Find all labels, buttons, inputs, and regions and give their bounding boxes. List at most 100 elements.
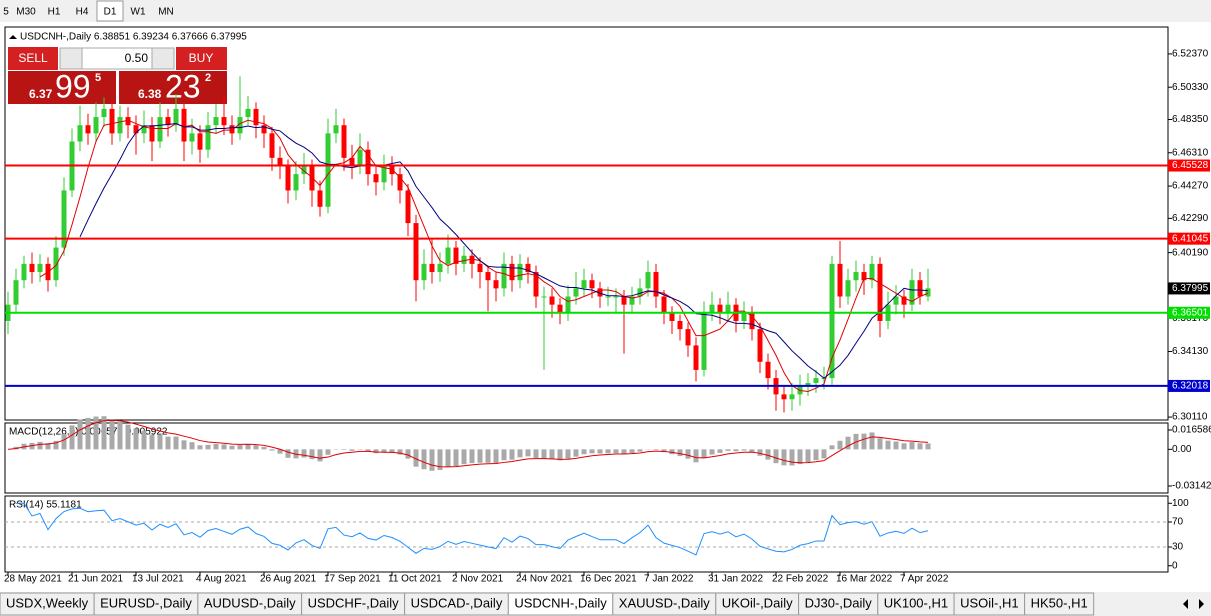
macd-bar (773, 449, 779, 464)
candle-body (245, 108, 251, 118)
candle-body (301, 165, 307, 175)
macd-bar (389, 449, 395, 453)
timeframe-button[interactable]: 5 (3, 7, 9, 18)
macd-bar (829, 445, 835, 450)
macd-bar (717, 449, 723, 453)
macd-bar (525, 449, 531, 457)
symbol-tab[interactable]: USDCAD-,Daily (404, 592, 509, 616)
tab-label: AUDUSD-,Daily (204, 595, 296, 610)
candle-body (37, 263, 43, 273)
macd-bar (341, 449, 347, 450)
symbol-tab[interactable]: USDCHF-,Daily (301, 592, 406, 616)
symbol-tab[interactable]: DJ30-,Daily (798, 592, 879, 616)
ask-point: 2 (205, 72, 211, 84)
bid-box[interactable] (8, 71, 116, 104)
macd-bar (53, 440, 59, 450)
buy-label: BUY (189, 51, 214, 65)
symbol-tab[interactable]: UK100-,H1 (877, 592, 955, 616)
buy-button[interactable] (176, 47, 227, 70)
symbol-tab[interactable]: UKOil-,Daily (715, 592, 800, 616)
tab-label: USDX,Weekly (6, 595, 89, 610)
macd-bar (189, 442, 195, 450)
macd-bar (157, 434, 163, 450)
candle-body (261, 125, 267, 134)
candle-body (349, 157, 355, 166)
symbol-tab[interactable]: HK50-,H1 (1024, 592, 1095, 616)
candle-body (869, 263, 875, 281)
trade-panel: SELL 0.50 BUY 6.37 99 5 6.38 23 2 (8, 47, 227, 104)
tab-scroll-left[interactable] (1183, 599, 1188, 609)
macd-bar (613, 449, 619, 454)
sell-button[interactable] (8, 47, 58, 70)
candle-body (629, 296, 635, 305)
bid-big: 6.37 (29, 87, 53, 101)
timeframe-button[interactable]: D1 (104, 7, 117, 18)
macd-bar (109, 419, 115, 450)
rsi-tick-label: 0 (1172, 560, 1178, 571)
level-label: 6.36501 (1172, 307, 1209, 318)
tab-label: HK50-,H1 (1031, 595, 1088, 610)
timeframe-button[interactable]: MN (158, 7, 174, 18)
tab-scroll-right[interactable] (1199, 599, 1204, 609)
candle-body (389, 165, 395, 175)
lot-value: 0.50 (125, 51, 149, 65)
candle-body (437, 263, 443, 273)
y-tick-label: 6.46310 (1172, 147, 1209, 158)
macd-bar (517, 449, 523, 458)
y-tick-label: 6.50330 (1172, 82, 1209, 93)
timeframe-button[interactable]: H1 (48, 7, 61, 18)
candle-body (157, 117, 163, 142)
tab (1024, 592, 1095, 616)
candle-body (789, 394, 795, 400)
lot-up[interactable] (151, 47, 175, 70)
candle-body (901, 296, 907, 305)
y-tick-label: 6.52370 (1172, 49, 1209, 60)
collapse-icon[interactable] (9, 35, 17, 39)
candle-body (469, 255, 475, 264)
macd-bar (101, 416, 107, 450)
symbol-tab[interactable]: XAUUSD-,Daily (612, 592, 717, 616)
candle-body (717, 304, 723, 313)
macd-bar (405, 449, 411, 459)
macd-bar (693, 449, 699, 463)
candle-body (693, 345, 699, 370)
ask-pips: 23 (165, 68, 201, 104)
symbol-tab[interactable]: USDCNH-,Daily (507, 592, 614, 616)
macd-bar (445, 449, 451, 468)
macd-bar (61, 433, 67, 450)
macd-bar (653, 449, 659, 450)
timeframe-button[interactable]: W1 (131, 7, 146, 18)
symbol-tab[interactable]: USDX,Weekly (0, 592, 95, 616)
macd-bar (197, 445, 203, 450)
macd-bar (69, 425, 75, 450)
ask-box[interactable] (119, 71, 227, 104)
y-tick-label: 6.34130 (1172, 346, 1209, 357)
macd-bar (245, 443, 251, 450)
candle-body (669, 312, 675, 321)
candle-body (765, 361, 771, 379)
timeframe-button[interactable]: H4 (76, 7, 89, 18)
lot-down[interactable] (59, 47, 83, 70)
macd-bar (301, 449, 307, 458)
macd-bar (901, 443, 907, 450)
candle-body (541, 296, 547, 298)
candle-body (77, 125, 83, 142)
timeframe-button[interactable]: M30 (16, 7, 36, 18)
candle-body (269, 133, 275, 158)
symbol-tab[interactable]: AUDUSD-,Daily (197, 592, 303, 616)
macd-bar (149, 434, 155, 450)
macd-bar (93, 416, 99, 450)
candle-body (525, 263, 531, 273)
macd-bar (589, 449, 595, 454)
candle-body (661, 296, 667, 313)
macd-bar (141, 430, 147, 450)
macd-bar (869, 432, 875, 450)
candle-body (453, 247, 459, 264)
macd-bar (365, 449, 371, 452)
symbol-tab[interactable]: USOil-,H1 (953, 592, 1026, 616)
macd-bar (725, 449, 731, 451)
level-tag (1168, 159, 1210, 172)
macd-bar (557, 449, 563, 461)
symbol-tab[interactable]: EURUSD-,Daily (93, 592, 199, 616)
macd-bar (133, 428, 139, 450)
